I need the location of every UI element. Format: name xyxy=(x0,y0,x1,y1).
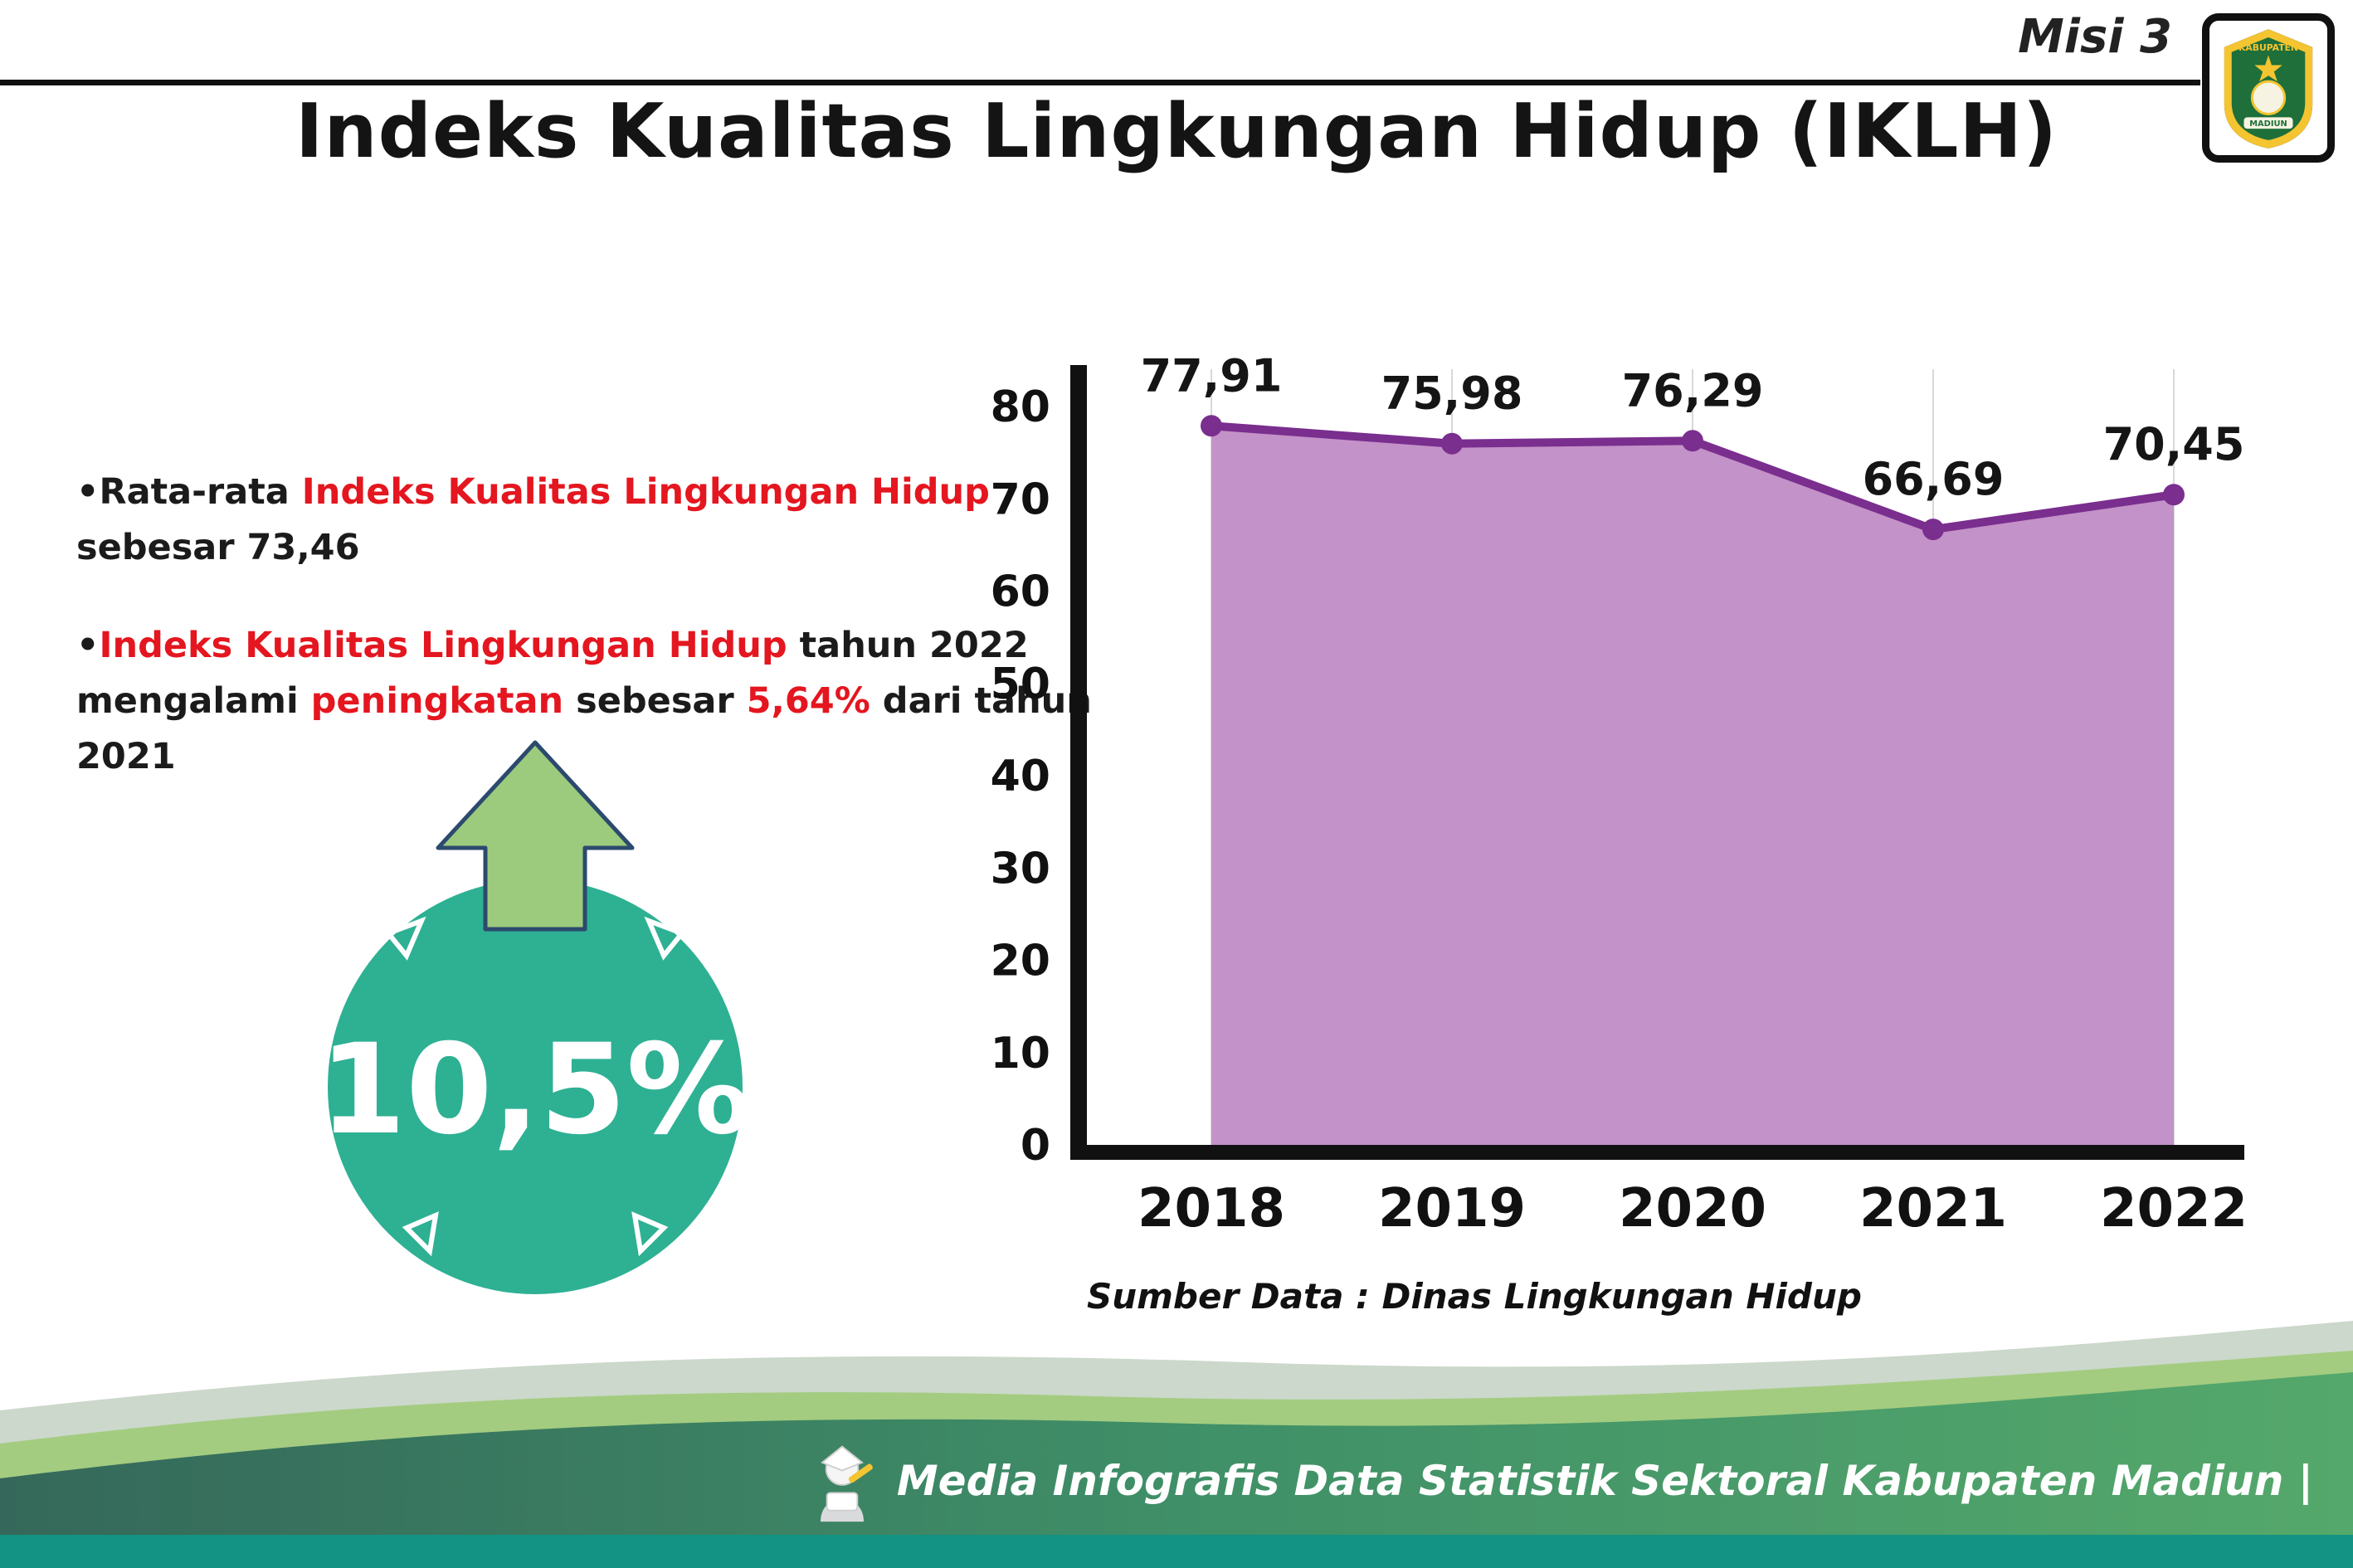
footer-caption: Media Infografis Data Statistik Sektoral… xyxy=(806,1437,2313,1525)
iklh-area-chart: 77,91 75,98 76,29 66,69 70,45 0 10 20 30 40 50 60 70… xyxy=(991,349,2248,1239)
svg-text:0: 0 xyxy=(1021,1121,1050,1171)
bullet-average-iklh: •Rata-rata Indeks Kualitas Lingkungan Hi… xyxy=(76,465,1113,575)
svg-text:2020: 2020 xyxy=(1619,1178,1766,1239)
svg-text:60: 60 xyxy=(991,567,1050,617)
svg-text:80: 80 xyxy=(991,382,1050,432)
logo-bottom-text: MADIUN xyxy=(2249,119,2287,129)
text-segment: 5,64% xyxy=(746,679,870,722)
footer-main-wave xyxy=(0,1372,2353,1568)
bullet-increase-2022: •Indeks Kualitas Lingkungan Hidup tahun … xyxy=(76,618,1113,784)
page-title: Indeks Kualitas Lingkungan Hidup (IKLH) xyxy=(295,88,2058,175)
svg-text:50: 50 xyxy=(991,660,1050,709)
text-segment: Indeks Kualitas Lingkungan Hidup xyxy=(301,471,990,513)
svg-text:70: 70 xyxy=(991,475,1050,524)
svg-text:77,91: 77,91 xyxy=(1141,349,1283,402)
badge-circle xyxy=(328,879,743,1294)
chart-x-category-labels: 2018 2019 2020 2021 2022 xyxy=(1138,1178,2248,1239)
summary-bullets: •Rata-rata Indeks Kualitas Lingkungan Hi… xyxy=(76,465,1113,827)
chart-y-tick-labels: 0 10 20 30 40 50 60 70 80 xyxy=(991,382,1050,1171)
badge-value: 10,5% xyxy=(319,1018,751,1162)
increase-badge: 10,5% xyxy=(290,730,780,1327)
badge-triangle-decorations xyxy=(384,916,686,1257)
text-segment: sebesar 73,46 xyxy=(76,526,360,568)
star-icon xyxy=(2254,55,2282,82)
text-segment: tahun 2022 mengalami xyxy=(76,625,1029,722)
svg-text:20: 20 xyxy=(991,937,1050,986)
footer-text: Media Infografis Data Statistik Sektoral… xyxy=(896,1457,2313,1505)
chart-area-fill xyxy=(1211,426,2174,1145)
svg-text:66,69: 66,69 xyxy=(1863,453,2005,505)
text-segment: dari tahun 2021 xyxy=(76,679,1092,777)
chart-y-axis xyxy=(1070,365,1087,1160)
text-segment: •Rata-rata xyxy=(76,471,302,513)
svg-text:70,45: 70,45 xyxy=(2103,418,2245,470)
svg-text:30: 30 xyxy=(991,844,1050,894)
svg-text:10: 10 xyxy=(991,1029,1050,1079)
svg-text:2022: 2022 xyxy=(2100,1178,2248,1239)
iklh-chart: 77,91 75,98 76,29 66,69 70,45 0 10 20 30 40 50 60 70… xyxy=(962,299,2257,1352)
shield-icon: KABUPATEN MADIUN xyxy=(2224,29,2313,149)
svg-text:40: 40 xyxy=(991,752,1050,801)
chart-value-labels: 77,91 75,98 76,29 66,69 70,45 xyxy=(1141,349,2245,505)
chart-source: Sumber Data : Dinas Lingkungan Hidup xyxy=(1087,1276,1862,1317)
chart-x-axis xyxy=(1070,1145,2244,1160)
mascot-icon xyxy=(820,1445,873,1522)
top-divider xyxy=(0,80,2200,85)
text-segment: Indeks Kualitas Lingkungan Hidup xyxy=(99,625,787,667)
text-segment: • xyxy=(76,625,100,667)
misi-label: Misi 3 xyxy=(2018,10,2172,64)
svg-text:76,29: 76,29 xyxy=(1622,364,1764,416)
footer-bottom-strip xyxy=(0,1535,2353,1568)
chart-markers xyxy=(1201,415,2185,541)
logo-top-text: KABUPATEN xyxy=(2239,42,2298,53)
kabupaten-madiun-logo: KABUPATEN MADIUN xyxy=(2202,13,2335,163)
footer-wave-art xyxy=(0,1321,2353,1568)
svg-text:2019: 2019 xyxy=(1378,1178,1526,1239)
text-segment: sebesar xyxy=(563,679,747,722)
text-segment: peningkatan xyxy=(310,679,564,722)
svg-text:75,98: 75,98 xyxy=(1381,368,1523,420)
svg-text:2021: 2021 xyxy=(1859,1178,2007,1239)
svg-text:2018: 2018 xyxy=(1138,1178,1285,1239)
up-arrow-icon xyxy=(436,740,635,932)
